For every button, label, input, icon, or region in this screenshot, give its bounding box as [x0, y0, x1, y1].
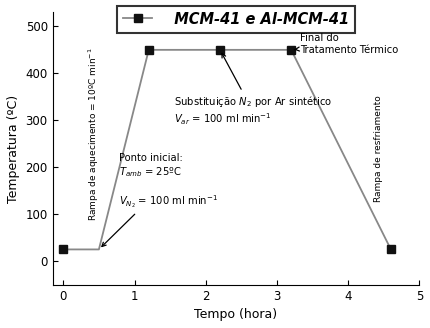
Text: Ponto inicial:
$T_{amb}$ = 25ºC

$V_{N_2}$ = 100 ml min$^{-1}$: Ponto inicial: $T_{amb}$ = 25ºC $V_{N_2}… — [102, 153, 218, 247]
X-axis label: Tempo (hora): Tempo (hora) — [194, 308, 277, 321]
Text: Substituição $N_2$ por Ar sintético
$V_{ar}$ = 100 ml min$^{-1}$: Substituição $N_2$ por Ar sintético $V_{… — [174, 53, 332, 127]
Text: Rampa de aquecimento = 10ºC min$^{-1}$: Rampa de aquecimento = 10ºC min$^{-1}$ — [87, 48, 101, 221]
Legend:   MCM-41 e Al-MCM-41: MCM-41 e Al-MCM-41 — [117, 6, 355, 32]
Text: Rampa de resfriamento: Rampa de resfriamento — [374, 95, 383, 202]
Y-axis label: Temperatura (ºC): Temperatura (ºC) — [7, 94, 20, 202]
Text: Final do
Tratamento Térmico: Final do Tratamento Térmico — [294, 33, 398, 55]
